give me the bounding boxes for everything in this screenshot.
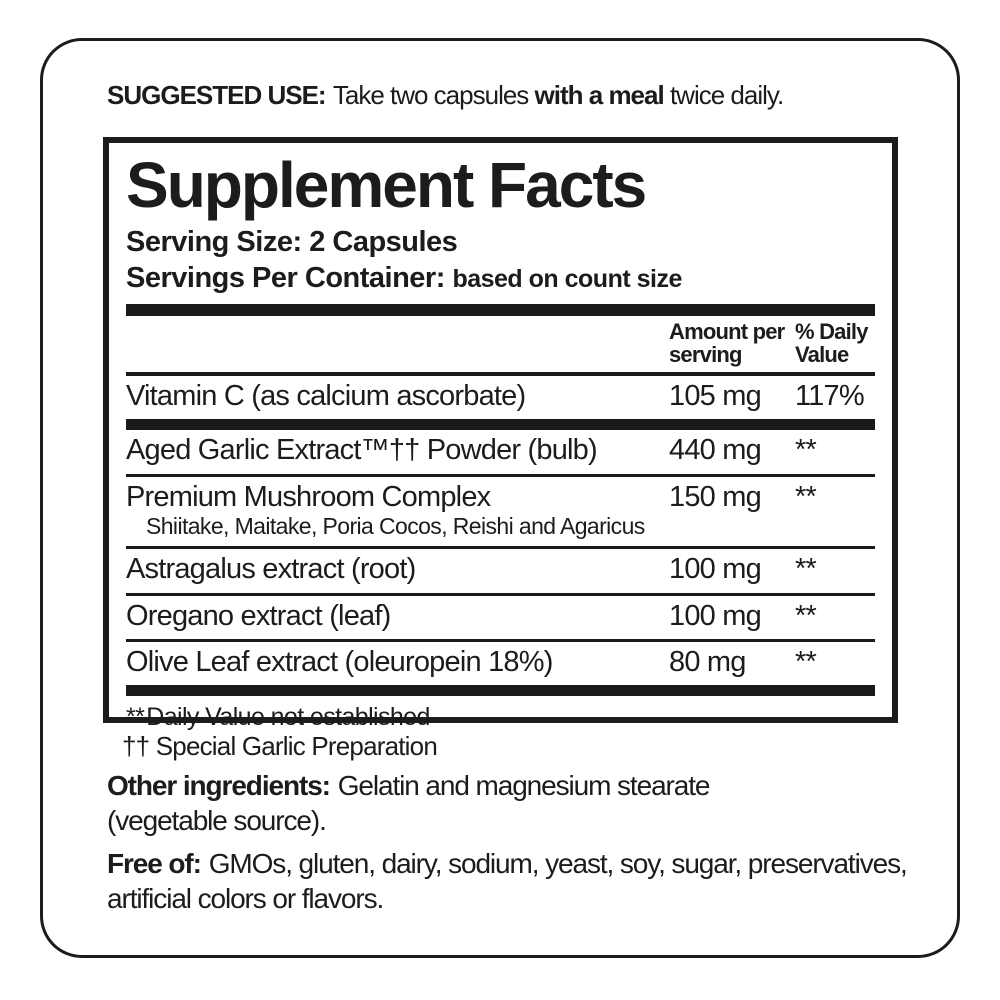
other-ingredients-text: Gelatin and magnesium stearate (vegetabl…: [107, 770, 711, 837]
free-of-text: GMOs, gluten, dairy, sodium, yeast, soy,…: [107, 848, 908, 915]
ingredient-name: Olive Leaf extract (oleuropein 18%): [126, 646, 553, 679]
ingredient-daily-value: **: [795, 646, 817, 679]
servings-per-container-line: Servings Per Container: based on count s…: [126, 261, 875, 296]
table-row: Premium Mushroom Complex 150 mg **: [126, 477, 875, 520]
header-underline: [126, 372, 875, 377]
servings-per-container-value: based on count size: [452, 264, 682, 293]
ingredient-daily-value: 117%: [795, 380, 865, 413]
row-divider: [126, 639, 875, 643]
row-divider: [126, 685, 875, 697]
panel-title: Supplement Facts: [126, 149, 647, 221]
ingredient-amount: 80 mg: [669, 646, 746, 679]
row-divider: [126, 592, 875, 596]
table-row: Oregano extract (leaf) 100 mg **: [126, 596, 875, 639]
serving-size-line: Serving Size: 2 Capsules: [126, 225, 875, 260]
ingredient-amount: 440 mg: [669, 434, 762, 467]
daily-value-footnote: **Daily Value not established: [126, 696, 875, 732]
ingredient-name: Premium Mushroom Complex: [126, 480, 491, 513]
table-row: Aged Garlic Extract™†† Powder (bulb) 440…: [126, 430, 875, 473]
ingredient-amount: 105 mg: [669, 380, 762, 413]
garlic-preparation-note: †† Special Garlic Preparation: [122, 731, 438, 761]
serving-size-value: 2 Capsules: [309, 226, 458, 258]
ingredient-amount: 100 mg: [669, 599, 762, 632]
ingredient-daily-value: **: [795, 599, 817, 632]
suggested-use-text-bold: with a meal: [534, 80, 665, 110]
suggested-use-label: SUGGESTED USE:: [107, 80, 327, 110]
row-divider: [126, 546, 875, 550]
ingredient-daily-value: **: [795, 553, 817, 586]
suggested-use-text-end: twice daily.: [669, 80, 784, 110]
suggested-use-text-start: Take two capsules: [332, 80, 529, 110]
ingredient-sub-components: Shiitake, Maitake, Poria Cocos, Reishi a…: [146, 513, 645, 540]
ingredient-daily-value: **: [795, 480, 817, 513]
ingredient-name: Aged Garlic Extract™†† Powder (bulb): [126, 434, 598, 467]
table-row: Vitamin C (as calcium ascorbate) 105 mg …: [126, 376, 875, 419]
free-of-label: Free of:: [107, 848, 202, 879]
serving-size-label: Serving Size:: [126, 226, 302, 258]
table-row: Olive Leaf extract (oleuropein 18%) 80 m…: [126, 642, 875, 685]
ingredient-amount: 100 mg: [669, 553, 762, 586]
ingredient-name: Oregano extract (leaf): [126, 599, 391, 632]
ingredient-amount: 150 mg: [669, 480, 762, 513]
other-ingredients-paragraph: Other ingredients: Gelatin and magnesium …: [107, 768, 787, 839]
suggested-use-line: SUGGESTED USE: Take two capsules with a m…: [107, 80, 947, 111]
ingredient-name: Vitamin C (as calcium ascorbate): [126, 380, 526, 413]
supplement-facts-panel: Supplement Facts Serving Size: 2 Capsule…: [103, 137, 898, 731]
free-of-paragraph: Free of: GMOs, gluten, dairy, sodium, yea…: [107, 846, 991, 917]
ingredient-name: Astragalus extract (root): [126, 553, 416, 586]
footnote-text: Daily Value not established: [146, 703, 430, 732]
column-header-row: Amount per serving % Daily Value: [126, 316, 875, 373]
footnote-symbol: **: [126, 703, 145, 732]
row-divider: [126, 473, 875, 477]
ingredient-rows: Vitamin C (as calcium ascorbate) 105 mg …: [126, 376, 875, 697]
other-ingredients-label: Other ingredients:: [107, 770, 331, 801]
table-row: Astragalus extract (root) 100 mg **: [126, 549, 875, 592]
row-divider: [126, 419, 875, 431]
ingredient-daily-value: **: [795, 434, 817, 467]
servings-per-container-label: Servings Per Container:: [126, 261, 445, 294]
header-top-bar: [126, 303, 875, 316]
daily-value-column-header: % Daily Value: [795, 318, 868, 368]
amount-column-header: Amount per serving: [669, 318, 785, 368]
